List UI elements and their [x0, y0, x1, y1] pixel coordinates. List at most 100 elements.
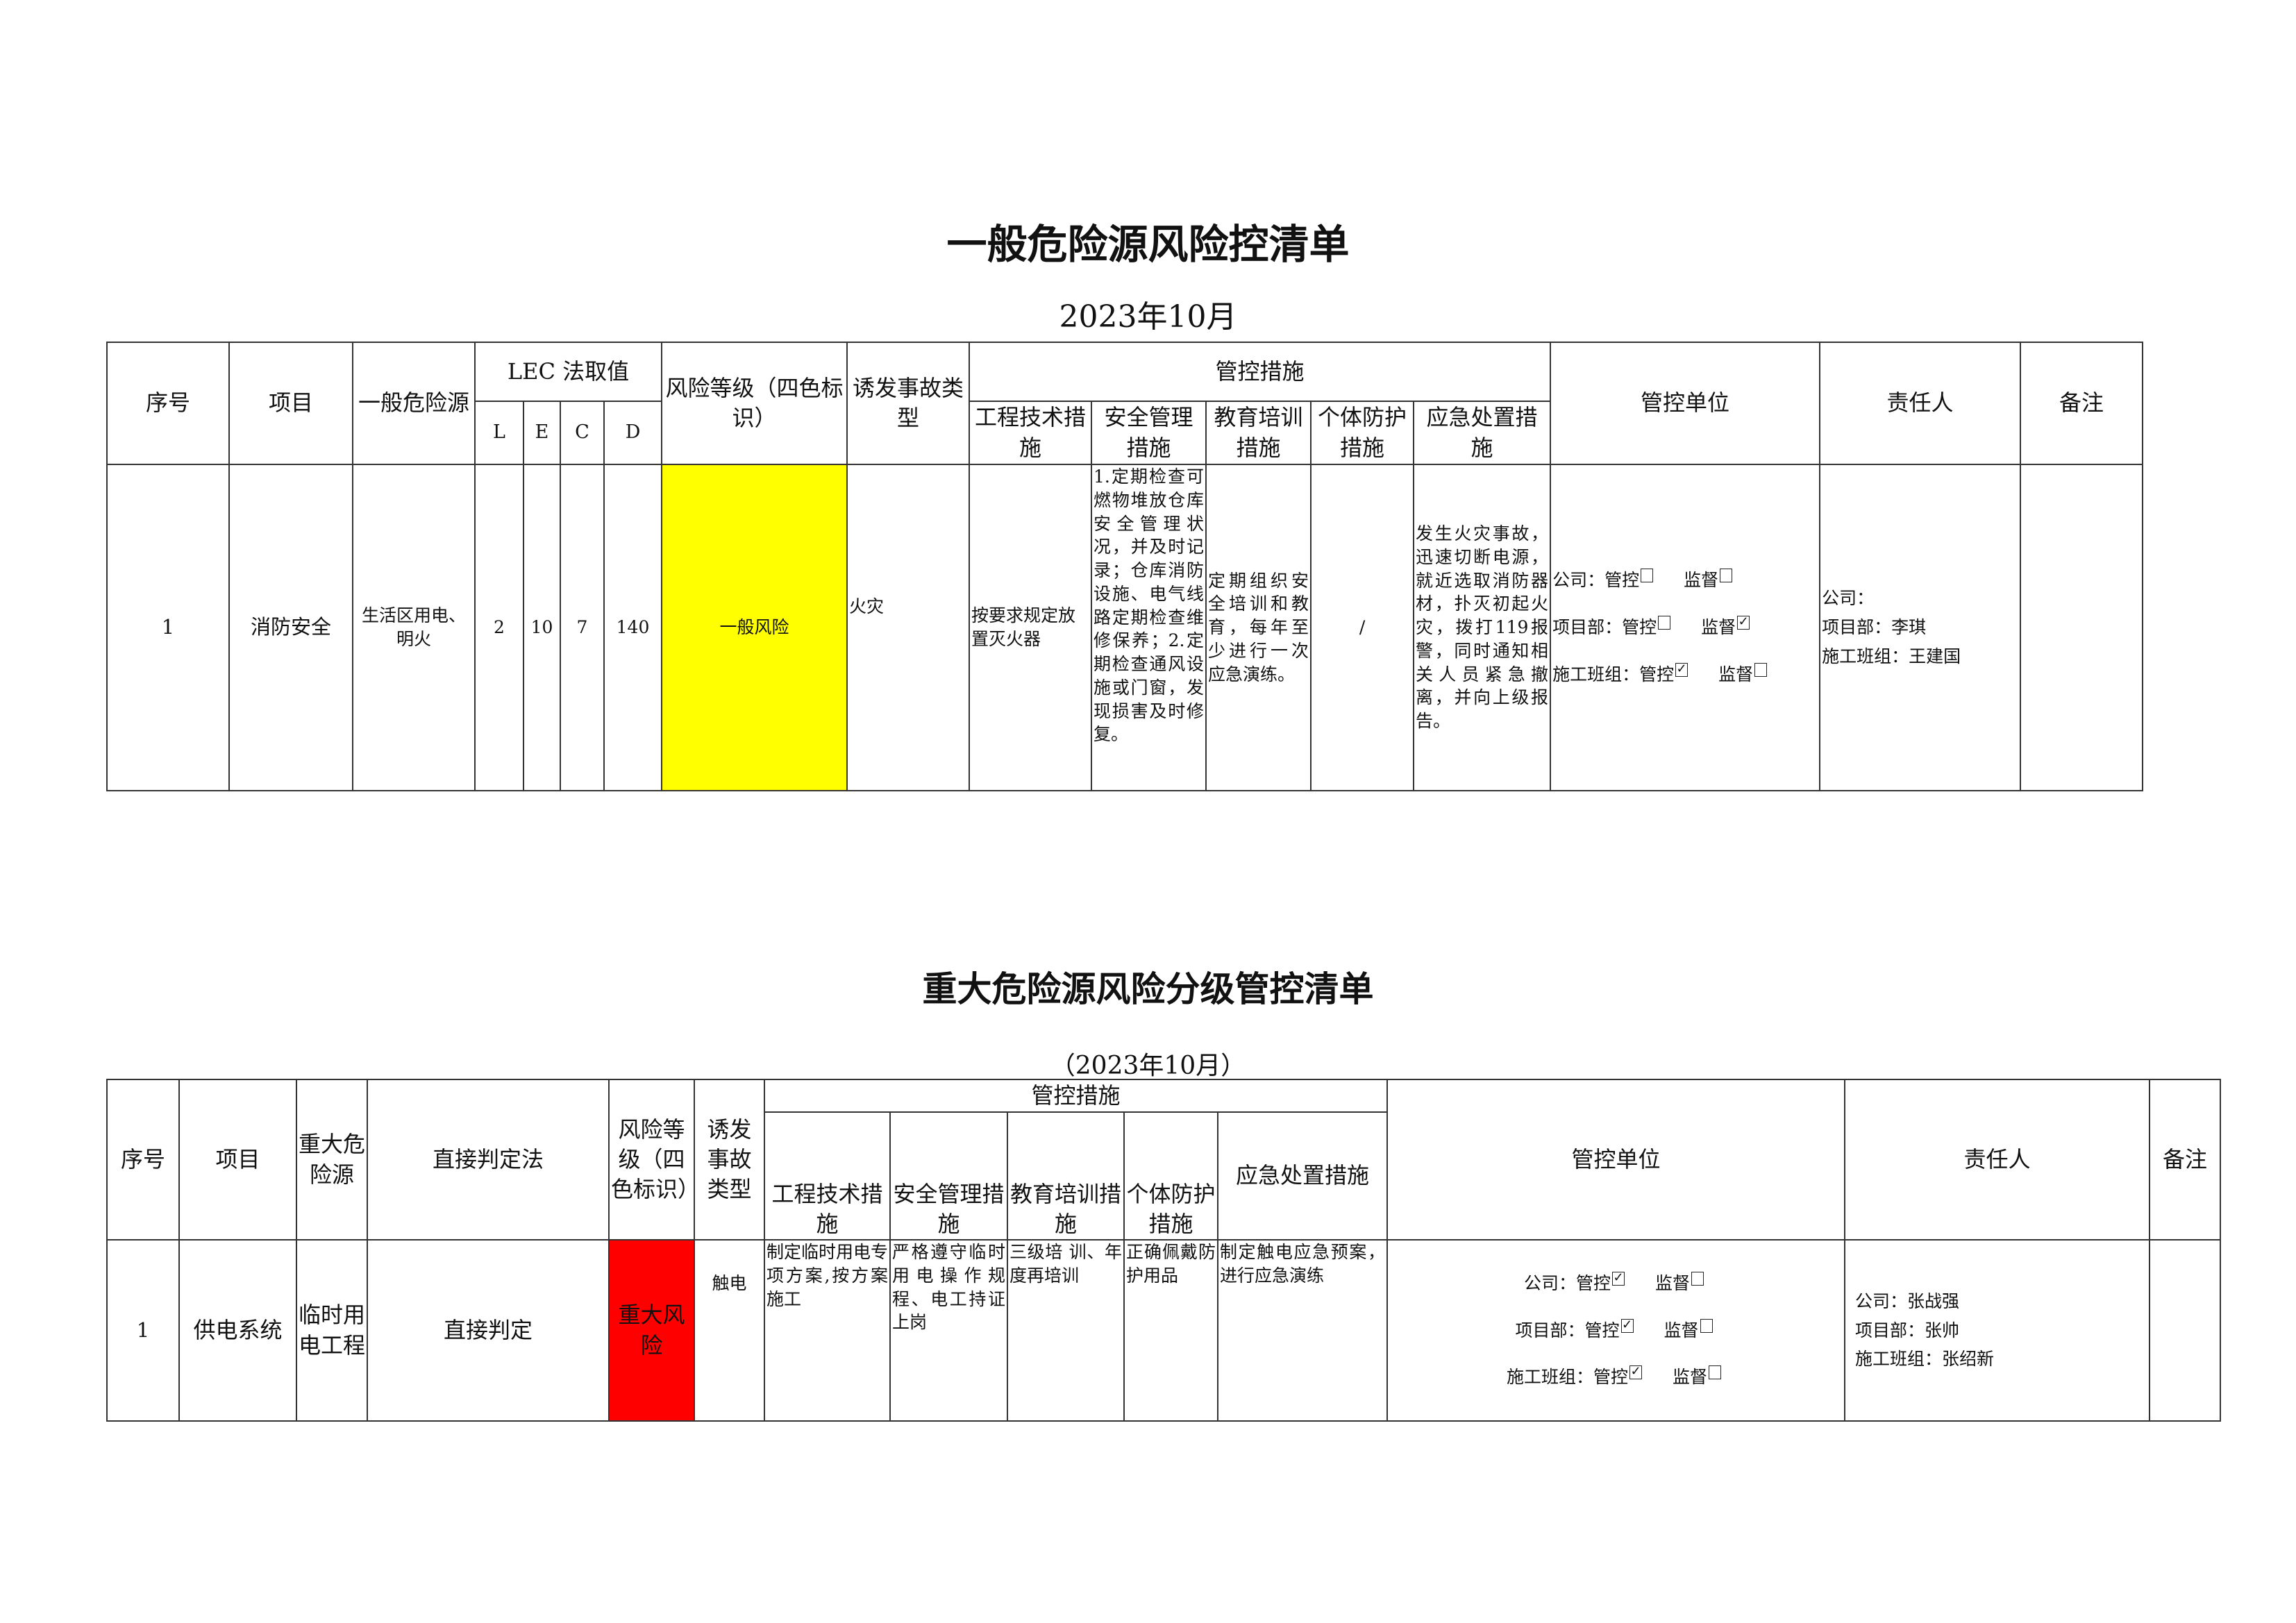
person-line: 公司：	[1822, 588, 1875, 609]
header-measures: 管控措施	[763, 1079, 1389, 1113]
supervise-checkbox[interactable]	[1709, 1365, 1722, 1380]
major-hazard-table: 序号 项目 重大危险源 直接判定法 风险等级（四色标识） 诱发事故类型 管控措施…	[106, 1079, 2222, 1422]
unit-label: 施工班组：	[1552, 664, 1640, 684]
header-e: E	[523, 401, 561, 465]
cell-unit: 公司：管控 监督 项目部：管控 监督 ✓ 施工班组：管控 ✓ 监督	[1550, 464, 1821, 791]
cell-emerg: 发生火灾事故，迅速切断电源，就近选取消防器材，扑灭初起火灾，拨打119报警，同时…	[1413, 464, 1552, 791]
header-edu: 教育培训措施	[1205, 401, 1312, 465]
cell-ppe: /	[1310, 464, 1415, 791]
header-l: L	[474, 401, 524, 465]
supervise-checkbox[interactable]	[1700, 1318, 1713, 1333]
unit-label: 施工班组：	[1507, 1367, 1594, 1388]
header-method: 直接判定法	[367, 1079, 610, 1241]
header-safety: 安全管理措施	[1091, 401, 1207, 465]
header-accident: 诱发事故类型	[846, 342, 971, 465]
person-line: 项目部：李琪	[1822, 617, 1927, 638]
header-person: 责任人	[1819, 342, 2022, 465]
header-eng: 工程技术措施	[969, 401, 1093, 465]
doc2-date: （2023年10月）	[1050, 1052, 1246, 1080]
control-checkbox[interactable]	[1641, 569, 1654, 583]
header-unit: 管控单位	[1386, 1079, 1846, 1241]
control-label: 管控	[1604, 570, 1640, 591]
supervise-checkbox[interactable]	[1720, 569, 1733, 583]
control-label: 管控	[1584, 1320, 1620, 1340]
cell-remark	[2149, 1239, 2222, 1422]
supervise-checkbox[interactable]: ✓	[1737, 614, 1750, 630]
header-remark: 备注	[2149, 1079, 2222, 1241]
person-line: 施工班组：张绍新	[1855, 1349, 1995, 1370]
unit-line: 施工班组：管控 ✓ 监督	[1389, 1364, 1843, 1389]
control-checkbox[interactable]	[1658, 616, 1671, 630]
supervise-label: 监督	[1673, 1367, 1708, 1388]
unit-line: 公司：管控 监督	[1552, 569, 1818, 592]
header-accident: 诱发事故类型	[694, 1079, 765, 1241]
cell-person: 公司： 项目部：李琪施工班组：王建国	[1819, 464, 2022, 791]
cell-hazard: 临时用电工程	[296, 1239, 368, 1422]
control-label: 管控	[1622, 617, 1657, 638]
unit-label: 项目部：	[1515, 1320, 1585, 1340]
cell-ppe: 正确佩戴防护用品	[1123, 1239, 1218, 1422]
cell-no: 1	[106, 1239, 180, 1422]
risk-level-badge: 重大风险	[608, 1239, 695, 1422]
control-checkbox[interactable]: ✓	[1620, 1317, 1634, 1333]
cell-person: 公司：张战强 项目部：张帅施工班组：张绍新	[1844, 1239, 2151, 1422]
person-line: 项目部：张帅	[1855, 1320, 1960, 1340]
supervise-label: 监督	[1684, 570, 1719, 591]
cell-edu: 三级培 训、年度再培训	[1007, 1239, 1125, 1422]
header-ppe: 个体防护措施	[1310, 401, 1415, 465]
unit-line: 项目部：管控 监督 ✓	[1552, 616, 1818, 639]
header-measures: 管控措施	[969, 342, 1552, 402]
cell-l: 2	[474, 464, 524, 791]
supervise-label: 监督	[1664, 1320, 1699, 1340]
cell-accident: 触电	[694, 1239, 765, 1422]
supervise-checkbox[interactable]	[1691, 1271, 1704, 1286]
supervise-label: 监督	[1655, 1272, 1691, 1293]
cell-eng: 按要求规定放置灭火器	[969, 464, 1093, 791]
person-line: 施工班组：王建国	[1822, 646, 1961, 666]
control-label: 管控	[1639, 664, 1675, 684]
header-eng: 工程技术措施	[764, 1111, 891, 1241]
control-label: 管控	[1576, 1272, 1611, 1293]
header-emerg: 应急处置措施	[1216, 1111, 1389, 1241]
supervise-checkbox[interactable]	[1754, 662, 1768, 677]
doc1-date: 2023年10月	[1059, 299, 1237, 335]
cell-edu: 定期组织安全培训和教育，每年至少进行一次应急演练。	[1205, 464, 1312, 791]
cell-hazard: 生活区用电、明火	[352, 464, 476, 791]
header-ppe: 个体防护措施	[1123, 1111, 1218, 1241]
header-project: 项目	[228, 342, 353, 465]
supervise-label: 监督	[1701, 617, 1736, 638]
unit-line: 项目部：管控 ✓ 监督	[1389, 1317, 1843, 1343]
control-checkbox[interactable]: ✓	[1675, 661, 1689, 677]
header-project: 项目	[178, 1079, 297, 1241]
control-label: 管控	[1593, 1367, 1629, 1388]
header-lec: LEC 法取值	[474, 342, 663, 402]
unit-label: 项目部：	[1552, 617, 1623, 638]
general-hazard-table: 序号 项目 一般危险源 LEC 法取值 风险等级（四色标识） 诱发事故类型 管控…	[106, 342, 2144, 791]
header-person: 责任人	[1844, 1079, 2151, 1241]
unit-label: 公司：	[1524, 1272, 1577, 1293]
control-checkbox[interactable]: ✓	[1612, 1270, 1625, 1286]
cell-unit: 公司：管控 ✓ 监督 项目部：管控 ✓ 监督 施工班组：管控 ✓ 监督	[1386, 1239, 1846, 1422]
cell-method: 直接判定	[367, 1239, 610, 1422]
header-hazard: 一般危险源	[352, 342, 476, 465]
cell-c: 7	[560, 464, 605, 791]
doc2-title: 重大危险源风险分级管控清单	[922, 969, 1374, 1009]
cell-d: 140	[603, 464, 663, 791]
header-d: D	[603, 401, 663, 465]
table-row: 1 消防安全 生活区用电、明火 2 10 7 140 一般风险 火灾 按要求规定…	[106, 464, 2144, 791]
header-unit: 管控单位	[1550, 342, 1821, 465]
header-level: 风险等级（四色标识）	[661, 342, 848, 465]
header-remark: 备注	[2020, 342, 2144, 465]
unit-label: 公司：	[1552, 570, 1605, 591]
cell-e: 10	[523, 464, 561, 791]
cell-eng: 制定临时用电专项方案,按方案施工	[764, 1239, 891, 1422]
cell-emerg: 制定触电应急预案，进行应急演练	[1216, 1239, 1389, 1422]
cell-no: 1	[106, 464, 230, 791]
control-checkbox[interactable]: ✓	[1629, 1364, 1643, 1380]
header-level: 风险等级（四色标识）	[608, 1079, 695, 1241]
header-no: 序号	[106, 342, 230, 465]
header-emerg: 应急处置措施	[1413, 401, 1552, 465]
person-line: 公司：张战强	[1855, 1290, 1960, 1311]
cell-project: 供电系统	[178, 1239, 297, 1422]
